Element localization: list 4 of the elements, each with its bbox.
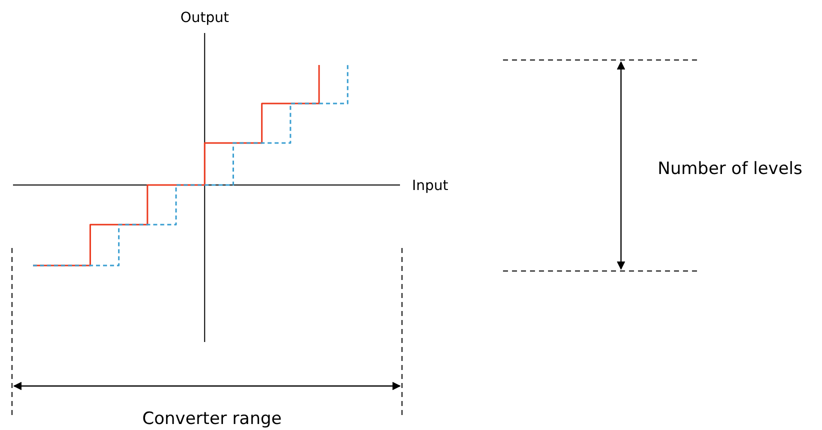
- text: Number of levels: [658, 159, 803, 179]
- x-axis-title: Input: [412, 178, 449, 194]
- y-axis-title: Output: [180, 10, 230, 26]
- text: Converter range: [142, 409, 282, 429]
